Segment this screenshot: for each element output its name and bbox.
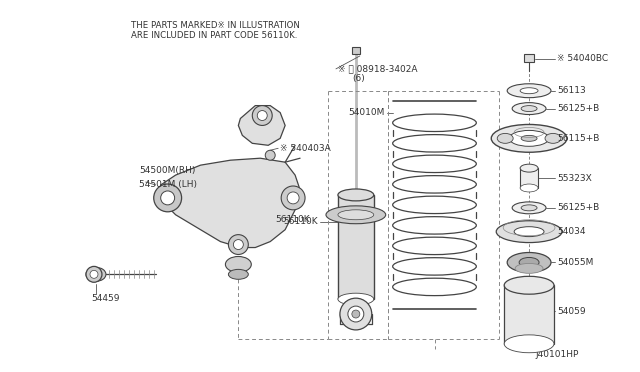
Bar <box>504 285 554 344</box>
Text: (6): (6) <box>352 74 365 83</box>
Ellipse shape <box>234 240 243 250</box>
Text: 54034: 54034 <box>557 227 586 236</box>
Text: ※ 54040BC: ※ 54040BC <box>557 54 608 64</box>
Text: 56113: 56113 <box>557 86 586 95</box>
Ellipse shape <box>521 205 537 211</box>
Ellipse shape <box>509 131 549 146</box>
Text: 56110K: 56110K <box>284 217 318 226</box>
Ellipse shape <box>228 235 248 254</box>
Ellipse shape <box>338 210 374 220</box>
Ellipse shape <box>348 306 364 322</box>
Text: ※ 540403A: ※ 540403A <box>280 144 331 153</box>
Ellipse shape <box>340 298 372 330</box>
Text: 56110K: 56110K <box>275 215 310 224</box>
Ellipse shape <box>520 88 538 94</box>
Text: 54059: 54059 <box>557 307 586 315</box>
Ellipse shape <box>520 184 538 192</box>
Ellipse shape <box>287 192 299 204</box>
Text: THE PARTS MARKED※ IN ILLUSTRATION: THE PARTS MARKED※ IN ILLUSTRATION <box>131 21 300 30</box>
Ellipse shape <box>352 310 360 318</box>
Text: 54055M: 54055M <box>557 258 593 267</box>
Ellipse shape <box>90 270 98 278</box>
Ellipse shape <box>154 184 182 212</box>
Ellipse shape <box>496 221 562 243</box>
Ellipse shape <box>519 257 539 267</box>
Text: 54010M: 54010M <box>348 108 385 117</box>
Polygon shape <box>161 158 300 247</box>
Ellipse shape <box>545 134 561 143</box>
Ellipse shape <box>512 103 546 115</box>
Text: 56125+B: 56125+B <box>557 104 599 113</box>
Ellipse shape <box>225 256 252 272</box>
Ellipse shape <box>86 266 102 282</box>
Ellipse shape <box>514 227 544 237</box>
Bar <box>352 47 360 54</box>
Ellipse shape <box>161 191 175 205</box>
Ellipse shape <box>521 106 537 112</box>
Ellipse shape <box>338 293 374 305</box>
Text: ※ Ⓝ 08918-3402A: ※ Ⓝ 08918-3402A <box>338 64 417 73</box>
Text: 55323X: 55323X <box>557 174 592 183</box>
Ellipse shape <box>228 269 248 279</box>
Text: 54500M(RH): 54500M(RH) <box>139 166 195 175</box>
Ellipse shape <box>492 125 567 152</box>
Ellipse shape <box>515 263 543 273</box>
Ellipse shape <box>497 134 513 143</box>
Ellipse shape <box>257 110 268 121</box>
Ellipse shape <box>507 253 551 272</box>
Ellipse shape <box>326 206 386 224</box>
Ellipse shape <box>512 202 546 214</box>
Text: J40101HP: J40101HP <box>536 350 579 359</box>
Text: 56115+B: 56115+B <box>557 134 599 143</box>
Bar <box>520 168 538 188</box>
Ellipse shape <box>265 150 275 160</box>
Polygon shape <box>238 106 285 145</box>
Ellipse shape <box>338 189 374 201</box>
Ellipse shape <box>281 186 305 210</box>
Text: 54459: 54459 <box>91 294 120 303</box>
Ellipse shape <box>504 335 554 353</box>
Bar <box>338 195 374 299</box>
Ellipse shape <box>504 276 554 294</box>
Ellipse shape <box>521 135 537 141</box>
Bar <box>524 54 534 62</box>
Ellipse shape <box>520 164 538 172</box>
Ellipse shape <box>507 84 551 98</box>
Text: ARE INCLUDED IN PART CODE 56110K.: ARE INCLUDED IN PART CODE 56110K. <box>131 31 297 40</box>
Ellipse shape <box>252 106 272 125</box>
Text: 54501M (LH): 54501M (LH) <box>139 180 196 189</box>
Ellipse shape <box>86 267 106 281</box>
Text: 56125+B: 56125+B <box>557 203 599 212</box>
